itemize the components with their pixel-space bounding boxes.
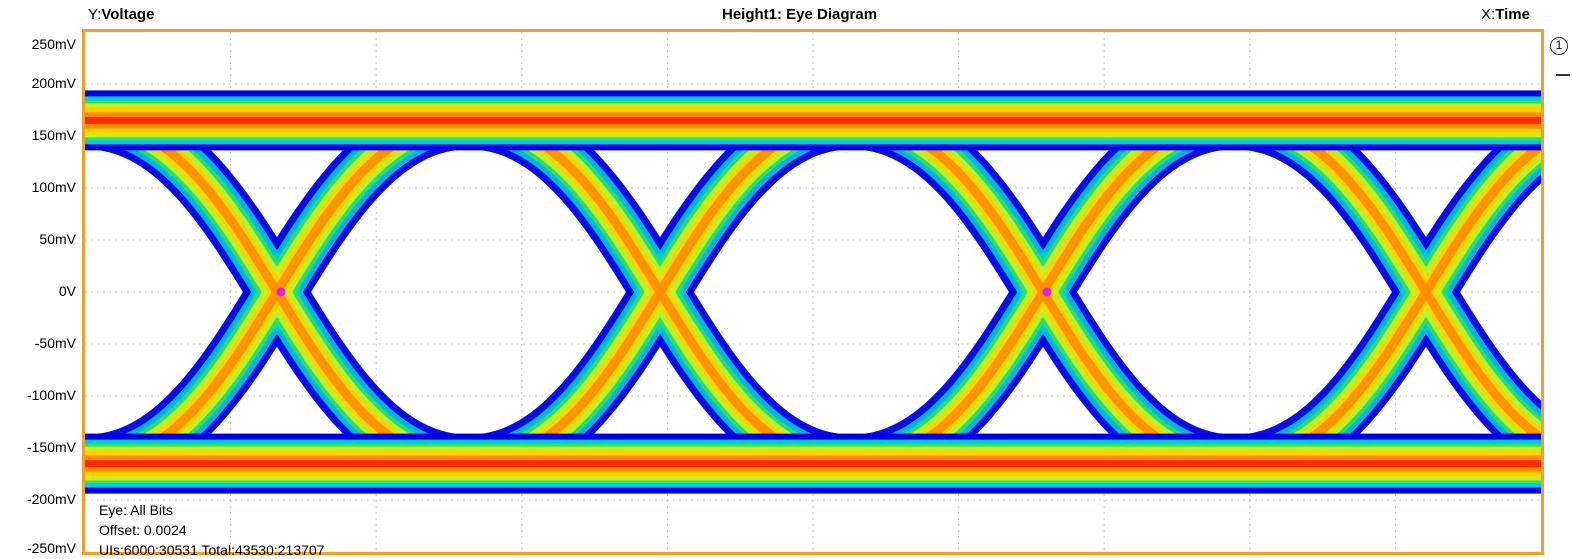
y-tick-label: -200mV: [26, 491, 76, 507]
y-axis-header: Y:Voltage: [88, 6, 155, 23]
crossing-marker-2: [1042, 287, 1052, 297]
eye-mode-label: Eye: All Bits: [99, 502, 173, 518]
plot-area[interactable]: Eye: All Bits Offset: 0.0024 UIs:6000:30…: [82, 29, 1544, 558]
y-tick-label: 200mV: [31, 75, 76, 91]
y-tick-label: -150mV: [26, 439, 76, 455]
crossing-marker-1: [276, 287, 286, 297]
chart-title: Height1: Eye Diagram: [722, 6, 878, 23]
high-level-band: [85, 116, 1541, 124]
y-tick-label: -100mV: [26, 387, 76, 403]
y-tick-label: -250mV: [26, 540, 76, 556]
side-dash: [1556, 74, 1570, 76]
offset-label: Offset: 0.0024: [99, 522, 187, 538]
y-tick-label: -50mV: [34, 335, 76, 351]
y-tick-label: 250mV: [31, 36, 76, 52]
marker-1-icon[interactable]: 1: [1550, 37, 1568, 55]
y-tick-label: 100mV: [31, 179, 76, 195]
y-tick-label: 50mV: [39, 231, 76, 247]
x-axis-header: X:Time: [1481, 6, 1530, 23]
eye-diagram-plot: [85, 32, 1541, 552]
y-tick-label: 150mV: [31, 127, 76, 143]
ui-count-label: UIs:6000:30531 Total:43530:213707: [99, 542, 325, 558]
y-tick-label: 0V: [58, 283, 76, 299]
low-level-band: [85, 460, 1541, 468]
